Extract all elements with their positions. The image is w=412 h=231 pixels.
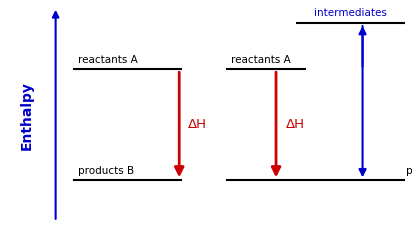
Text: ΔH: ΔH bbox=[286, 118, 305, 131]
Text: products B: products B bbox=[406, 166, 412, 176]
Text: reactants A: reactants A bbox=[78, 55, 138, 65]
Text: intermediates: intermediates bbox=[314, 9, 386, 18]
Text: ΔH: ΔH bbox=[187, 118, 206, 131]
Text: Enthalpy: Enthalpy bbox=[20, 81, 34, 150]
Text: reactants A: reactants A bbox=[231, 55, 290, 65]
Text: products B: products B bbox=[78, 166, 134, 176]
